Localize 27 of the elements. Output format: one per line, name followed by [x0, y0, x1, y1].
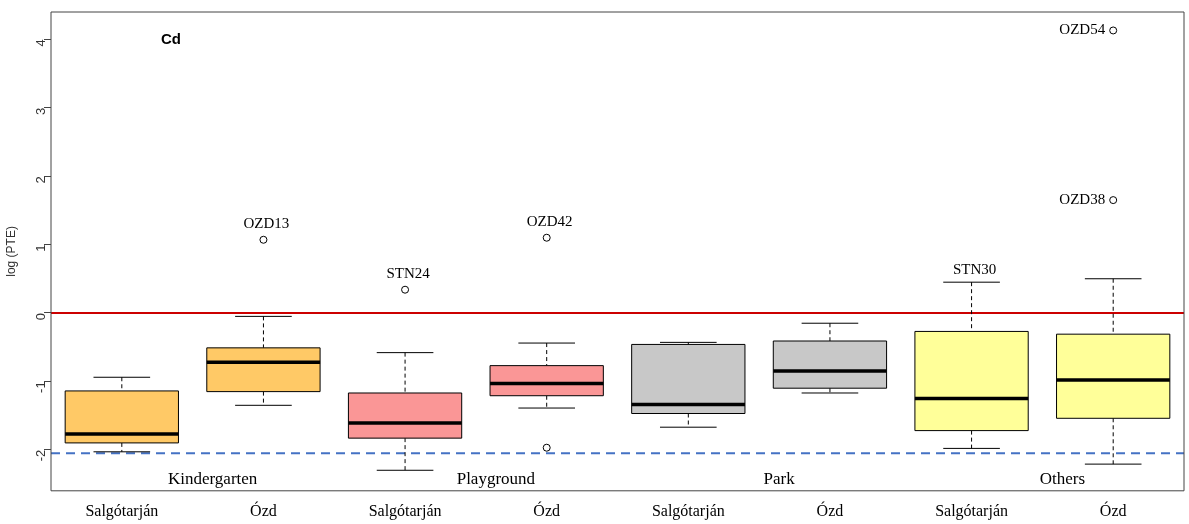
annotation: Kindergarten [167, 468, 258, 488]
annotation: STN30 [952, 260, 997, 277]
y-tick-label: -2 [32, 449, 48, 462]
y-tick-label: 1 [32, 244, 48, 252]
annotation: OZD42 [526, 213, 573, 230]
y-tick-label: 0 [32, 312, 48, 321]
y-tick-label: 2 [32, 176, 48, 184]
y-tick-label: 3 [32, 107, 48, 115]
annotation: Playground [456, 468, 536, 488]
x-tick-label: Ózd [250, 500, 277, 519]
x-tick-label: Ózd [1099, 500, 1127, 519]
x-tick-label: Salgótarján [651, 501, 725, 520]
annotation: OZD13 [243, 215, 290, 232]
annotation: STN24 [386, 265, 431, 282]
x-tick-label: Salgótarján [368, 501, 442, 520]
x-tick-label: Ózd [533, 500, 561, 519]
x-tick-label: Ózd [816, 500, 844, 519]
annotation: OZD38 [1059, 191, 1106, 208]
y-axis-title: log (PTE) [3, 226, 18, 277]
x-tick-label: Salgótarján [935, 501, 1008, 520]
annotation: OZD54 [1059, 21, 1106, 38]
annotation: Park [763, 468, 796, 488]
annotation: Others [1039, 468, 1086, 488]
text: Cd [161, 29, 181, 47]
x-tick-label: Salgótarján [85, 501, 159, 520]
y-tick-label: 4 [32, 39, 48, 47]
y-tick-label: -1 [32, 381, 48, 393]
